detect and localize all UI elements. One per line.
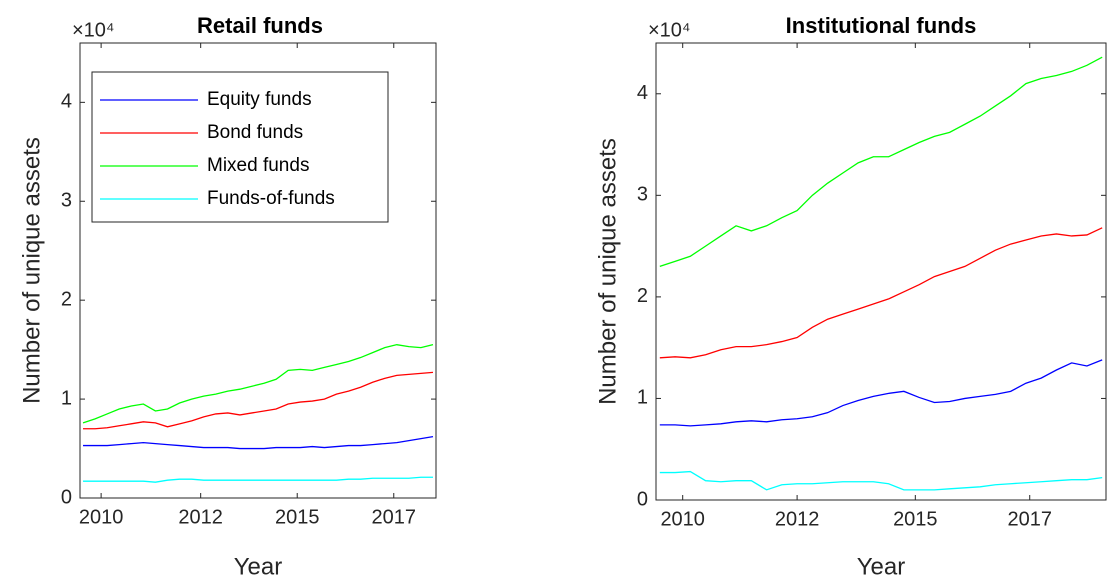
legend-box	[91, 71, 389, 223]
series-line	[659, 470, 1103, 491]
chart-title: Institutional funds	[786, 13, 977, 38]
x-tick-label: 2010	[660, 508, 705, 530]
y-tick-label: 2	[61, 288, 72, 310]
series-line	[82, 344, 434, 424]
series-line	[659, 227, 1103, 359]
y-tick-label: 1	[637, 387, 648, 409]
x-tick-label: 2012	[178, 506, 223, 528]
chart-title: Retail funds	[197, 13, 323, 38]
series-line	[659, 56, 1103, 268]
x-tick-label: 2010	[79, 506, 124, 528]
x-axis-label: Year	[234, 553, 283, 580]
plot-area	[656, 43, 1106, 500]
x-tick-label: 2017	[1007, 508, 1052, 530]
y-tick-label: 3	[637, 184, 648, 206]
y-tick-label: 1	[61, 387, 72, 409]
x-tick-label: 2015	[275, 506, 320, 528]
x-tick-label: 2015	[893, 508, 938, 530]
y-multiplier: ×10⁴	[648, 19, 691, 41]
series-line	[83, 436, 434, 450]
x-tick-label: 2017	[372, 506, 417, 528]
legend-label: Bond funds	[207, 122, 303, 143]
axes-box	[655, 42, 1107, 501]
y-tick-label: 4	[61, 91, 72, 113]
y-axis-label: Number of unique assets	[18, 137, 45, 404]
y-tick-label: 4	[637, 82, 648, 104]
y-multiplier: ×10⁴	[72, 19, 115, 41]
legend-label: Mixed funds	[207, 155, 309, 176]
axes: 0 1 2 3 4 2010 2012 2015 2017 Institutional funds…	[594, 13, 1107, 580]
y-axis-label: Number of unique assets	[594, 138, 621, 405]
legend-label: Funds-of-funds	[207, 188, 335, 209]
series-line	[83, 371, 434, 430]
y-tick-label: 0	[61, 486, 72, 508]
x-tick-label: 2012	[775, 508, 820, 530]
legend-label: Equity funds	[207, 89, 312, 110]
legend: Equity funds Bond funds Mixed funds Funds-o…	[91, 71, 389, 223]
axes-box	[79, 42, 437, 499]
y-tick-label: 2	[637, 285, 648, 307]
x-axis-label: Year	[857, 553, 906, 580]
series-line	[83, 476, 433, 483]
y-tick-label: 0	[637, 488, 648, 510]
y-tick-label: 3	[61, 190, 72, 212]
series-line	[659, 359, 1103, 427]
axes: 0 1 2 3 4 2010 2012 2015 2017 Retail funds ×10⁴ Yea…	[18, 13, 437, 580]
